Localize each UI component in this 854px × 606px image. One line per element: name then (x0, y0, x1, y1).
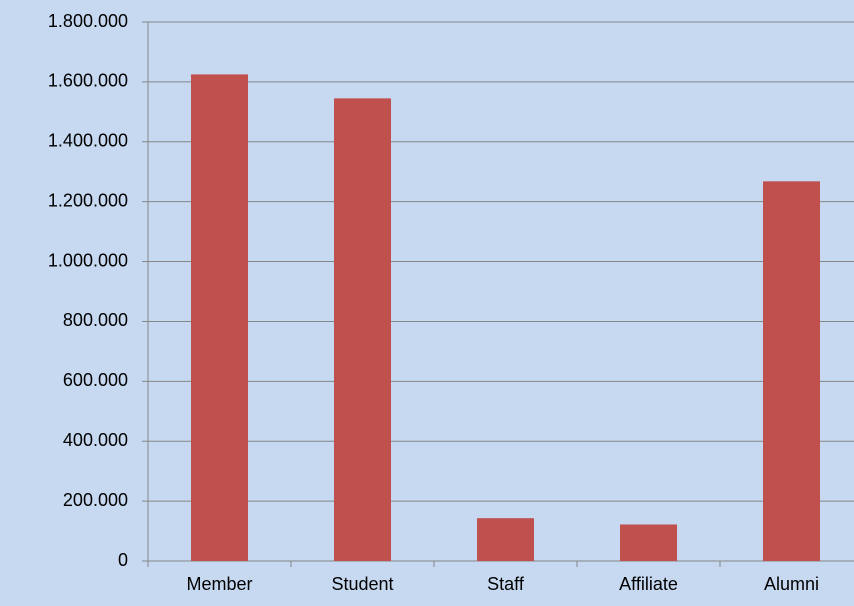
y-tick-label: 400.000 (63, 430, 128, 450)
x-tick-label: Student (331, 574, 393, 594)
x-tick-label: Staff (487, 574, 525, 594)
y-tick-label: 200.000 (63, 490, 128, 510)
y-tick-label: 1.400.000 (48, 131, 128, 151)
y-tick-label: 800.000 (63, 310, 128, 330)
bar (763, 181, 820, 561)
bar (477, 518, 534, 561)
bar (191, 74, 248, 562)
x-tick-label: Member (186, 574, 252, 594)
y-tick-label: 600.000 (63, 370, 128, 390)
y-tick-label: 1.600.000 (48, 71, 128, 91)
bar (334, 98, 391, 561)
y-tick-label: 1.000.000 (48, 250, 128, 270)
y-tick-label: 1.200.000 (48, 190, 128, 210)
y-tick-label: 1.800.000 (48, 11, 128, 31)
x-tick-label: Alumni (764, 574, 819, 594)
y-tick-label: 0 (118, 550, 128, 570)
bar (620, 524, 677, 561)
x-tick-label: Affiliate (619, 574, 678, 594)
